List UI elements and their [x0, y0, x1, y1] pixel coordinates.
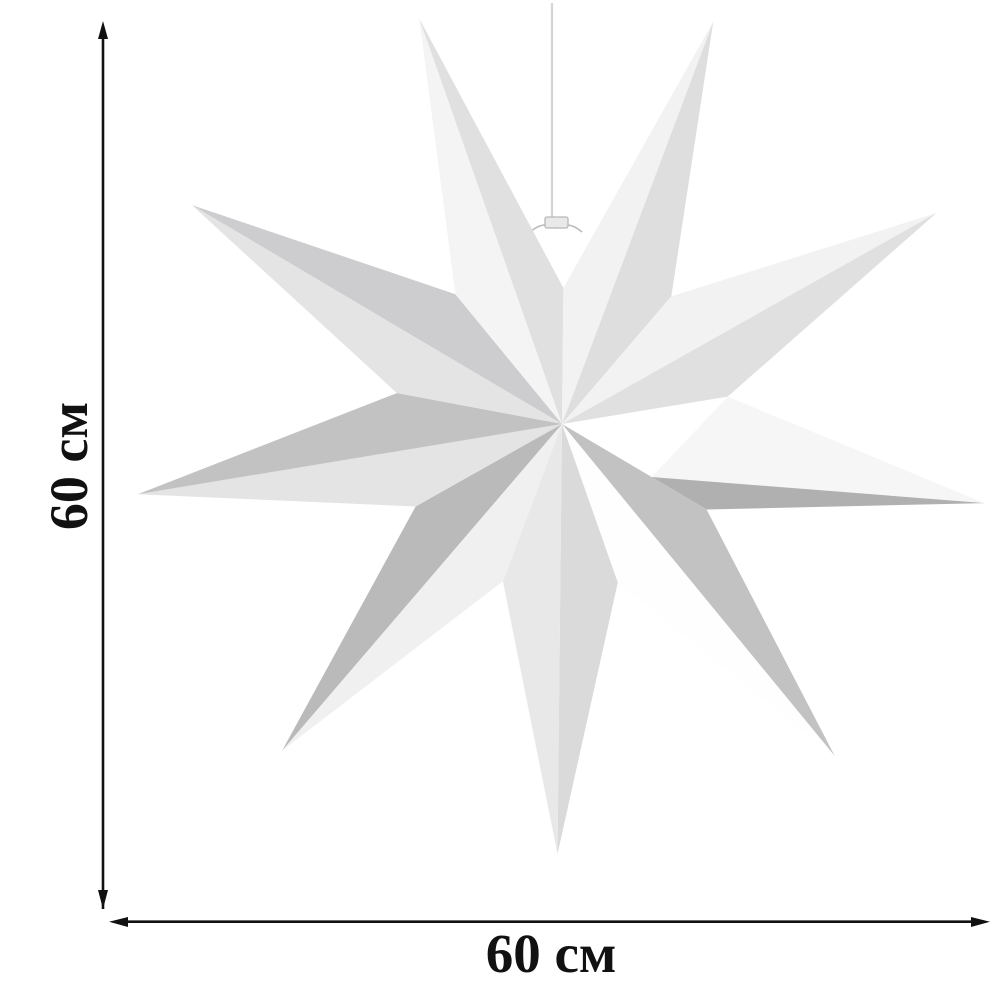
svg-text:60 см: 60 см — [486, 923, 617, 984]
svg-text:60 см: 60 см — [39, 402, 99, 530]
